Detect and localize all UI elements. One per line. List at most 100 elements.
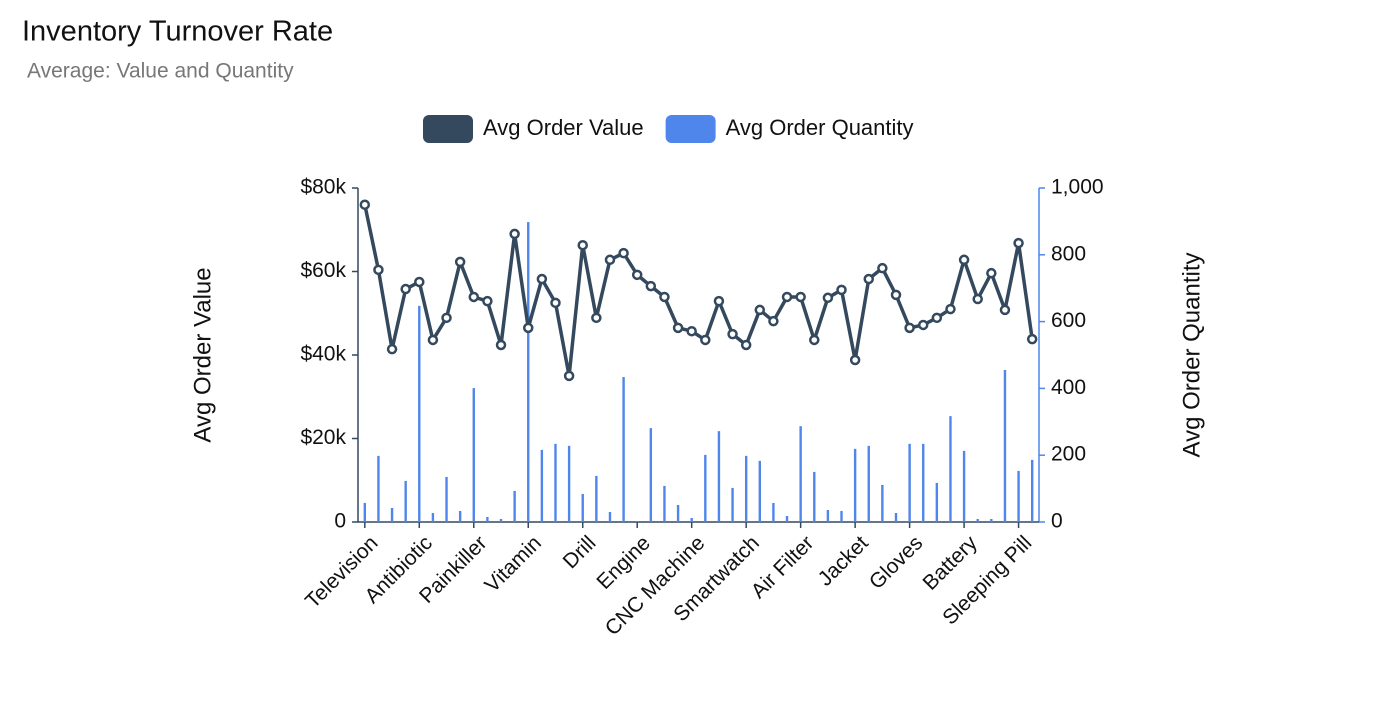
bar: [1003, 370, 1007, 522]
y-tick-label: 0: [334, 510, 346, 533]
line-point: [877, 262, 888, 274]
line-point: [713, 295, 725, 307]
line-point: [781, 291, 793, 303]
bar: [554, 443, 557, 522]
y2-tick-label: 800: [1051, 242, 1086, 265]
line-point: [468, 291, 480, 303]
line-point: [904, 322, 915, 334]
line-point: [931, 312, 943, 324]
line-point: [400, 283, 411, 295]
x-tick-label: Gloves: [865, 531, 927, 593]
line-point: [700, 334, 711, 346]
line-point: [604, 254, 616, 266]
y-tick-label: $80k: [300, 176, 346, 199]
line-point: [849, 354, 861, 366]
line-point: [836, 284, 847, 296]
bar: [922, 443, 925, 522]
bar: [636, 520, 639, 522]
bar: [1030, 459, 1034, 522]
bar: [527, 222, 530, 522]
bar: [649, 428, 653, 522]
line-point: [768, 315, 779, 327]
bar: [717, 431, 721, 522]
bar: [976, 518, 979, 522]
y2-tick-label: 600: [1051, 309, 1086, 332]
line-point: [999, 304, 1011, 316]
bar: [622, 377, 625, 522]
y-tick-label: $40k: [300, 343, 346, 366]
bar: [731, 487, 734, 522]
bar: [949, 416, 952, 522]
line-point: [863, 273, 874, 285]
bar: [445, 476, 448, 522]
bar: [690, 517, 693, 522]
line-point: [809, 334, 820, 346]
line-point: [427, 334, 439, 346]
line-point: [373, 264, 384, 276]
bar: [540, 449, 544, 522]
line-point: [1026, 333, 1038, 345]
bar: [799, 426, 802, 522]
line-point: [482, 295, 493, 307]
bar: [853, 448, 857, 522]
bar: [390, 507, 394, 522]
line-point: [659, 291, 670, 303]
x-tick-label: Jacket: [814, 531, 873, 590]
line-point: [441, 312, 452, 324]
bar: [704, 454, 707, 522]
line-point: [945, 303, 956, 315]
line-point: [972, 293, 983, 305]
line-point: [727, 328, 738, 340]
bar: [486, 516, 489, 522]
legend-swatch: [665, 115, 716, 143]
legend-label: Avg Order Quantity: [726, 115, 914, 140]
x-tick-label: Drill: [559, 531, 601, 573]
bar: [404, 480, 407, 522]
line-point: [563, 370, 575, 382]
bar: [744, 455, 748, 522]
bar: [867, 445, 870, 522]
line-point: [591, 312, 602, 324]
bar: [1017, 470, 1020, 522]
y2-tick-label: 0: [1051, 510, 1063, 533]
line-point: [917, 319, 929, 331]
line-point: [414, 276, 425, 288]
line-point: [523, 322, 534, 334]
line-point: [454, 256, 466, 268]
bar: [581, 493, 584, 522]
bar: [772, 502, 775, 522]
line-point: [386, 343, 398, 355]
bar: [608, 511, 612, 522]
y-tick-label: $20k: [300, 426, 346, 449]
bar: [894, 512, 898, 522]
bar: [962, 450, 966, 522]
bar: [418, 305, 421, 522]
legend-label: Avg Order Value: [483, 115, 644, 140]
y-tick-label: $60k: [300, 259, 346, 282]
legend-swatch: [423, 115, 473, 143]
bar: [663, 485, 666, 522]
bar: [595, 475, 598, 522]
line-point: [672, 322, 684, 334]
y2-axis-title: Avg Order Quantity: [1178, 253, 1205, 458]
line-point: [890, 289, 902, 301]
bar: [826, 509, 830, 522]
y2-tick-label: 400: [1051, 376, 1086, 399]
line-point: [631, 269, 643, 281]
bar: [785, 515, 789, 522]
line-point: [550, 297, 561, 309]
y-axis-title: Avg Order Value: [189, 267, 216, 442]
line-point: [822, 292, 834, 304]
line-point: [645, 280, 657, 292]
line-point: [536, 273, 548, 285]
line-point: [986, 267, 997, 279]
line-point: [495, 339, 507, 351]
bar: [758, 460, 761, 522]
bar: [881, 484, 884, 522]
chart-title: Inventory Turnover Rate: [22, 16, 333, 48]
line-point: [618, 247, 629, 259]
bar: [935, 482, 939, 522]
line-point: [577, 239, 588, 251]
y2-tick-label: 1,000: [1051, 176, 1104, 199]
